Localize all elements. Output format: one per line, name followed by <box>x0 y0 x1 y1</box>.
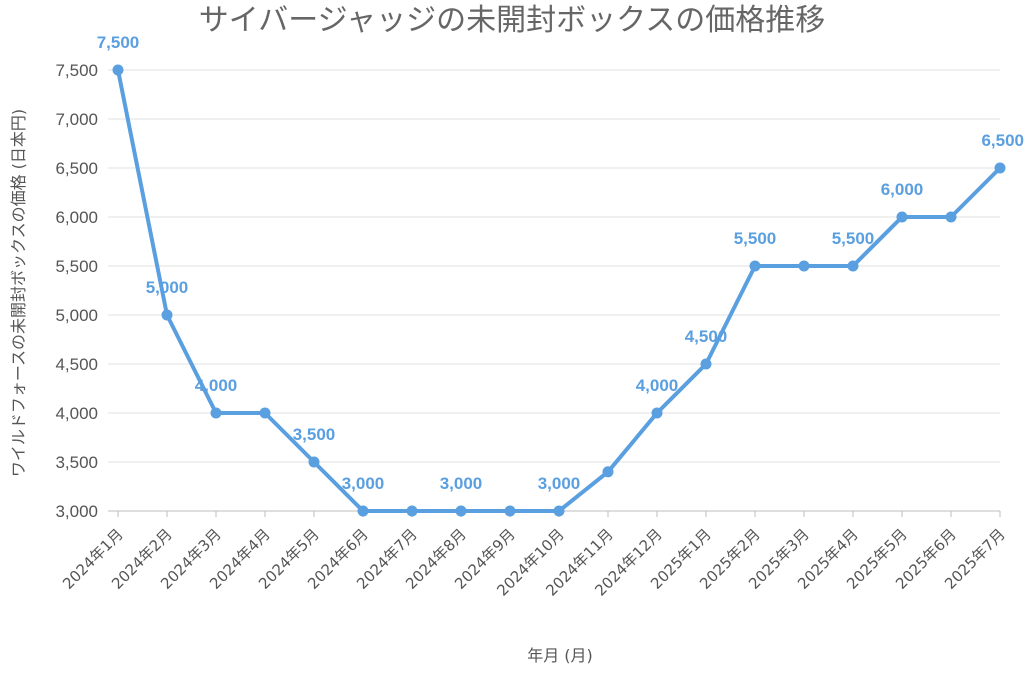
data-label: 3,000 <box>342 474 385 493</box>
data-label: 4,000 <box>195 376 238 395</box>
data-labels: 7,500 5,000 4,000 3,500 3,000 3,000 3,000 4,000… <box>97 33 1024 493</box>
gridlines <box>108 69 1000 463</box>
y-tick-label: 5,000 <box>55 306 98 325</box>
data-point <box>847 260 859 272</box>
data-point <box>602 466 614 478</box>
data-label: 7,500 <box>97 33 140 52</box>
y-tick-label: 4,500 <box>55 355 98 374</box>
y-tick-label: 7,500 <box>55 61 98 80</box>
data-label: 5,000 <box>146 278 189 297</box>
data-point <box>994 162 1006 174</box>
y-axis-label: ワイルドフォースの未開封ボックスの価格 (日本円) <box>9 109 28 477</box>
data-point <box>161 309 173 321</box>
data-points <box>112 64 1006 517</box>
y-tick-label: 6,000 <box>55 208 98 227</box>
y-tick-label: 7,000 <box>55 110 98 129</box>
data-label: 4,000 <box>636 376 679 395</box>
data-point <box>504 505 516 517</box>
data-point <box>259 407 271 419</box>
data-point <box>406 505 418 517</box>
chart-title: サイバージャッジの未開封ボックスの価格推移 <box>199 3 825 38</box>
data-label: 5,500 <box>832 229 875 248</box>
y-tick-label: 4,000 <box>55 404 98 423</box>
data-point <box>798 260 810 272</box>
y-axis-ticks: 3,000 3,500 4,000 4,500 5,000 5,500 6,000 6,500… <box>55 61 98 521</box>
series-line <box>116 69 1002 513</box>
x-axis-ticks: 2024年1月2024年2月2024年3月2024年4月2024年5月2024年… <box>59 511 1009 600</box>
x-axis-label: 年月 (月) <box>527 646 593 665</box>
data-point <box>357 505 369 517</box>
data-point <box>455 505 467 517</box>
data-point <box>945 211 957 223</box>
data-label: 3,000 <box>538 474 581 493</box>
y-tick-label: 3,500 <box>55 453 98 472</box>
data-point <box>749 260 761 272</box>
y-tick-label: 6,500 <box>55 159 98 178</box>
data-point <box>651 407 663 419</box>
data-label: 3,000 <box>440 474 483 493</box>
data-point <box>700 358 712 370</box>
data-label: 6,000 <box>881 180 924 199</box>
data-point <box>210 407 222 419</box>
data-point <box>112 64 124 76</box>
data-label: 3,500 <box>293 425 336 444</box>
y-tick-label: 3,000 <box>55 502 98 521</box>
data-label: 6,500 <box>981 131 1024 150</box>
y-tick-label: 5,500 <box>55 257 98 276</box>
data-point <box>896 211 908 223</box>
data-label: 4,500 <box>685 327 728 346</box>
data-point <box>308 456 320 468</box>
data-point <box>553 505 565 517</box>
data-label: 5,500 <box>734 229 777 248</box>
